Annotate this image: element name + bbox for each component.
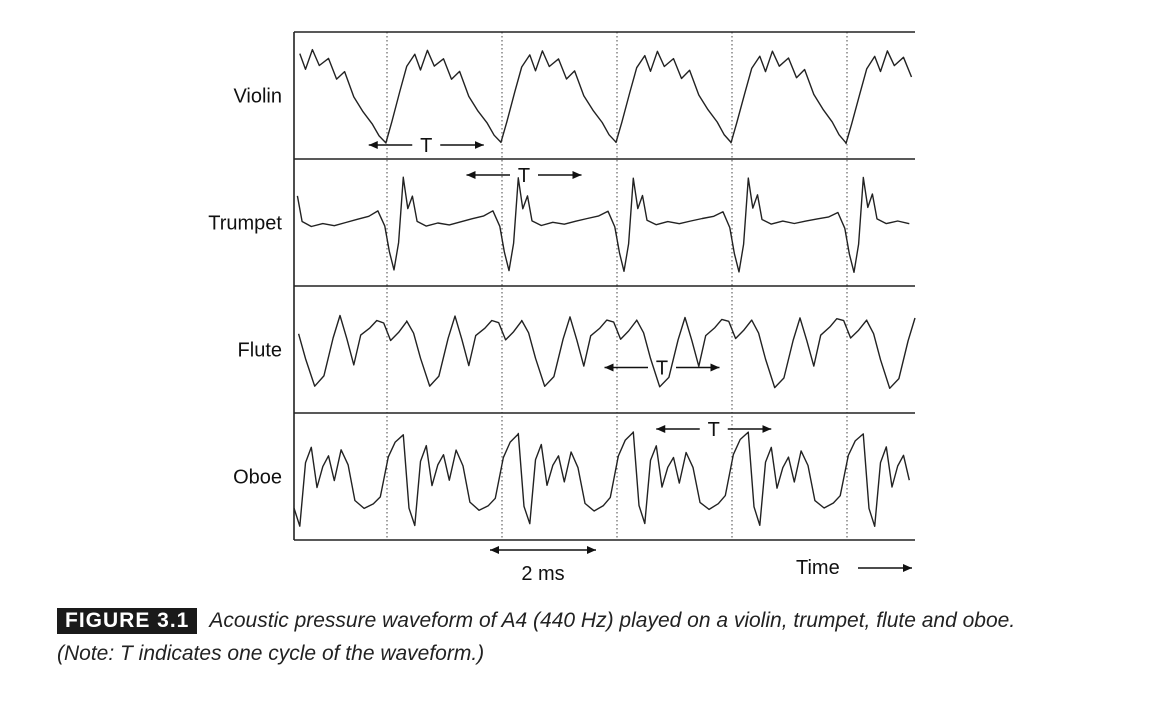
figure-caption: FIGURE 3.1 Acoustic pressure waveform of … [57,604,1067,670]
waveform-violin [299,48,913,145]
period-label: T [518,165,530,187]
waveform-flute [297,314,916,389]
waveform-trumpet [296,176,910,273]
figure-number-badge: FIGURE 3.1 [57,608,198,634]
instrument-label-oboe: Oboe [233,467,282,489]
scale-bar-label: 2 ms [521,563,564,585]
instrument-label-violin: Violin [233,86,282,108]
period-label: T [708,419,720,441]
period-label: T [420,135,432,157]
period-label: T [656,358,668,380]
instrument-label-trumpet: Trumpet [208,213,282,235]
waveform-oboe [293,431,910,527]
instrument-label-flute: Flute [238,340,282,362]
x-axis-label: Time [796,557,840,579]
caption-text: Acoustic pressure waveform of A4 (440 Hz… [57,609,1016,665]
